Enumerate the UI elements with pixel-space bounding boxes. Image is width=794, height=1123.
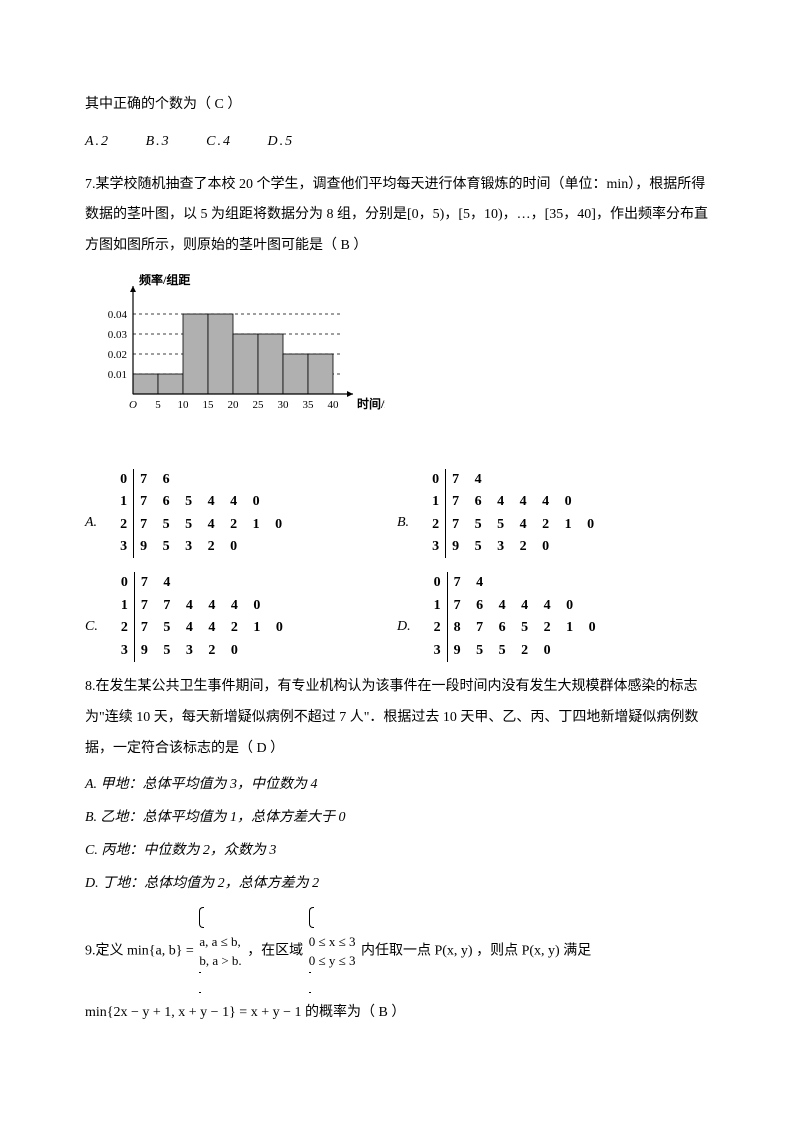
opt-a-label: A. [85, 512, 103, 534]
q7-num: 7. [85, 177, 96, 192]
q8-opt-b: B. 乙地：总体平均值为 1，总体方差大于 0 [85, 803, 709, 834]
svg-text:20: 20 [228, 399, 240, 411]
svg-text:0.03: 0.03 [108, 329, 128, 341]
q8-opt-a: A. 甲地：总体平均值为 3，中位数为 4 [85, 770, 709, 801]
q6-options: A.2 B.3 C.4 D.5 [85, 127, 709, 158]
q9-b1-l2: b, a > b. [199, 952, 241, 970]
q9-b2-l2: 0 ≤ y ≤ 3 [309, 952, 356, 970]
svg-text:5: 5 [155, 399, 161, 411]
opt-b-table: 07 417 6 4 4 4 027 5 5 4 2 1 039 5 3 2 0 [421, 465, 600, 559]
q9-num: 9. [85, 944, 96, 959]
q6-opt-b: B.3 [146, 134, 171, 149]
q7-stemleaf-row-1: A. 07 617 6 5 4 4 027 5 5 4 2 1 039 5 3 … [85, 465, 709, 559]
q9-line2: min{2x − y + 1, x + y − 1} = x + y − 1 的… [85, 998, 709, 1029]
q6-opt-a: A.2 [85, 134, 110, 149]
svg-text:0.01: 0.01 [108, 369, 127, 381]
q8-num: 8. [85, 679, 96, 694]
q7-body: 7.某学校随机抽查了本校 20 个学生，调查他们平均每天进行体育锻炼的时间（单位… [85, 170, 709, 262]
q7-opt-a: A. 07 617 6 5 4 4 027 5 5 4 2 1 039 5 3 … [85, 465, 397, 559]
svg-text:0.02: 0.02 [108, 349, 127, 361]
opt-b-label: B. [397, 512, 415, 534]
opt-c-label: C. [85, 616, 104, 638]
svg-text:40: 40 [328, 399, 340, 411]
svg-text:频率/组距: 频率/组距 [139, 274, 190, 287]
svg-text:25: 25 [253, 399, 265, 411]
q8-options: A. 甲地：总体平均值为 3，中位数为 4 B. 乙地：总体平均值为 1，总体方… [85, 770, 709, 899]
q8-body: 8.在发生某公共卫生事件期间，有专业机构认为该事件在一段时间内没有发生大规模群体… [85, 672, 709, 764]
svg-text:10: 10 [178, 399, 190, 411]
svg-text:O: O [129, 399, 137, 411]
q9-pre: 定义 min{a, b} = [96, 944, 198, 959]
opt-d-label: D. [397, 616, 417, 638]
q9-b2-l1: 0 ≤ x ≤ 3 [309, 933, 356, 951]
opt-d-table: 07 417 6 4 4 4 028 7 6 5 2 1 039 5 5 2 0 [423, 568, 602, 662]
q7-opt-c: C. 07 417 7 4 4 4 027 5 4 4 2 1 039 5 3 … [85, 568, 397, 662]
q8-text: 在发生某公共卫生事件期间，有专业机构认为该事件在一段时间内没有发生大规模群体感染… [85, 679, 698, 756]
q6-intro: 其中正确的个数为（ C ） [85, 90, 709, 121]
q9-mid: ，在区域 [247, 944, 307, 959]
q8-opt-d: D. 丁地：总体均值为 2，总体方差为 2 [85, 869, 709, 900]
histogram-svg: 0.01 0.02 0.03 0.04 O 5 10 15 20 25 30 35 40 频率/组距时间/… [85, 274, 385, 434]
q6-opt-d: D.5 [267, 134, 294, 149]
q9-line1: 9.定义 min{a, b} = a, a ≤ b, b, a > b. ，在区… [85, 905, 709, 997]
q7-stemleaf-row-2: C. 07 417 7 4 4 4 027 5 4 4 2 1 039 5 3 … [85, 568, 709, 662]
q9-b1-l1: a, a ≤ b, [199, 933, 241, 951]
page-root: 其中正确的个数为（ C ） A.2 B.3 C.4 D.5 7.某学校随机抽查了… [0, 0, 794, 1075]
opt-a-table: 07 617 6 5 4 4 027 5 5 4 2 1 039 5 3 2 0 [109, 465, 288, 559]
svg-text:30: 30 [278, 399, 290, 411]
q9-brace2: 0 ≤ x ≤ 3 0 ≤ y ≤ 3 [309, 905, 356, 997]
svg-text:35: 35 [303, 399, 315, 411]
opt-c-table: 07 417 7 4 4 4 027 5 4 4 2 1 039 5 3 2 0 [110, 568, 289, 662]
q7-text: 某学校随机抽查了本校 20 个学生，调查他们平均每天进行体育锻炼的时间（单位：m… [85, 177, 708, 254]
q8-opt-c: C. 丙地：中位数为 2，众数为 3 [85, 836, 709, 867]
svg-text:15: 15 [203, 399, 215, 411]
svg-text:时间/min: 时间/min [357, 396, 385, 411]
q9-post: 内任取一点 P(x, y) ，则点 P(x, y) 满足 [361, 944, 591, 959]
q7-opt-d: D. 07 417 6 4 4 4 028 7 6 5 2 1 039 5 5 … [397, 568, 709, 662]
q7-opt-b: B. 07 417 6 4 4 4 027 5 5 4 2 1 039 5 3 … [397, 465, 709, 559]
q9-brace1: a, a ≤ b, b, a > b. [199, 905, 241, 997]
q7-histogram: 0.01 0.02 0.03 0.04 O 5 10 15 20 25 30 35 40 频率/组距时间/… [85, 274, 709, 447]
q6-opt-c: C.4 [206, 134, 232, 149]
svg-text:0.04: 0.04 [108, 309, 128, 321]
